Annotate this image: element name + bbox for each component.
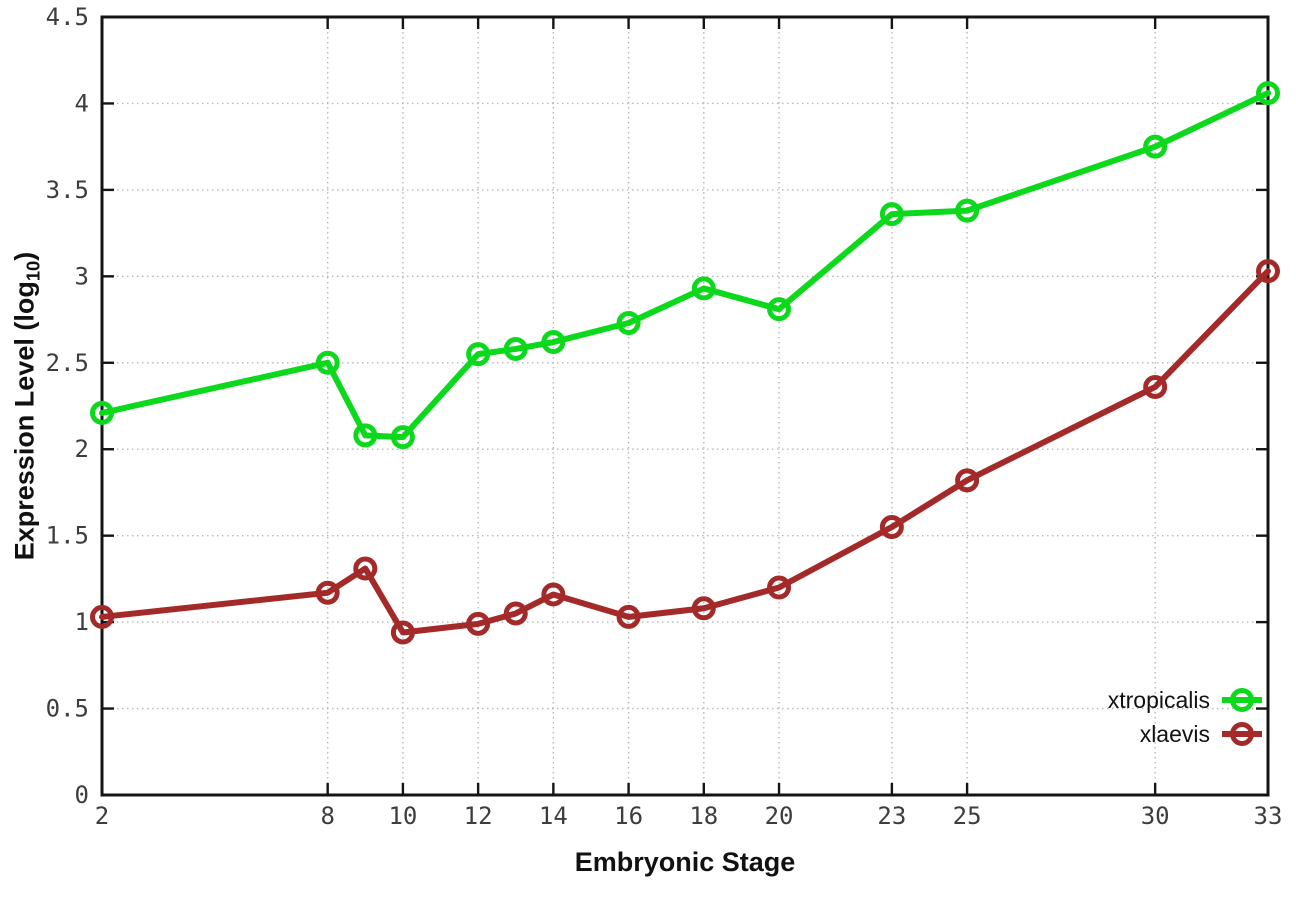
data-point-xtropicalis: [1256, 81, 1280, 106]
data-point-xtropicalis: [767, 297, 792, 322]
data-point-xtropicalis: [1143, 134, 1168, 159]
y-tick-label: 3: [75, 262, 89, 290]
x-tick-label: 16: [614, 802, 643, 830]
data-point-xlaevis: [503, 601, 528, 626]
data-point-xlaevis: [315, 580, 340, 605]
data-point-xtropicalis: [541, 330, 566, 355]
x-tick-label: 12: [464, 802, 493, 830]
y-tick-label: 4: [75, 89, 89, 117]
y-tick-label: 2.5: [46, 349, 89, 377]
plot-border: [100, 15, 1270, 797]
data-point-xlaevis: [353, 556, 378, 581]
legend-marker-xlaevis-icon: [1222, 722, 1262, 746]
x-tick-label: 10: [388, 802, 417, 830]
x-tick-label: 30: [1141, 802, 1170, 830]
y-axis-title-prefix: Expression Level (log: [9, 281, 40, 561]
y-tick-label: 1.5: [46, 522, 89, 550]
data-point-xlaevis: [541, 582, 566, 607]
legend-item-xtropicalis: xtropicalis: [1108, 684, 1264, 716]
data-point-xtropicalis: [691, 276, 716, 301]
series-line-xlaevis: [99, 268, 1271, 636]
y-tick-label: 4.5: [46, 3, 89, 31]
data-point-xtropicalis: [466, 342, 491, 367]
data-point-xlaevis: [691, 596, 716, 621]
data-point-xtropicalis: [353, 423, 378, 448]
data-point-xlaevis: [466, 611, 491, 636]
data-point-xtropicalis: [90, 400, 114, 425]
legend: xtropicalis xlaevis: [1108, 684, 1264, 750]
y-tick-label: 0.5: [46, 695, 89, 723]
data-point-xtropicalis: [315, 350, 340, 375]
y-tick-label: 2: [75, 435, 89, 463]
x-axis-title: Embryonic Stage: [574, 847, 796, 877]
y-tick-label: 1: [75, 608, 89, 636]
legend-item-xlaevis: xlaevis: [1140, 718, 1264, 750]
y-tick-label: 3.5: [46, 176, 89, 204]
y-axis-title: Expression Level (log10): [9, 252, 44, 561]
data-point-xtropicalis: [503, 336, 528, 361]
data-point-xlaevis: [767, 575, 792, 600]
data-point-xtropicalis: [616, 311, 641, 336]
data-point-xtropicalis: [955, 198, 980, 223]
data-point-xlaevis: [390, 620, 415, 645]
data-point-xlaevis: [879, 515, 904, 540]
legend-marker-xtropicalis-icon: [1222, 688, 1262, 712]
data-point-xlaevis: [90, 604, 114, 629]
data-point-xtropicalis: [879, 202, 904, 227]
x-tick-label: 25: [953, 802, 982, 830]
data-point-xlaevis: [955, 468, 980, 493]
y-axis-title-suffix: ): [9, 251, 40, 261]
legend-label-xlaevis: xlaevis: [1139, 720, 1210, 747]
data-point-xtropicalis: [390, 425, 415, 450]
x-tick-label: 18: [689, 802, 718, 830]
series-line-xtropicalis: [99, 90, 1271, 441]
y-axis-title-subscript: 10: [22, 260, 44, 282]
x-tick-label: 33: [1254, 802, 1283, 830]
y-tick-label: 0: [75, 781, 89, 809]
legend-label-xtropicalis: xtropicalis: [1107, 686, 1210, 713]
data-point-xlaevis: [616, 604, 641, 629]
x-tick-label: 14: [539, 802, 568, 830]
x-tick-label: 8: [320, 802, 334, 830]
x-tick-label: 20: [765, 802, 794, 830]
x-tick-label: 23: [877, 802, 906, 830]
data-point-xlaevis: [1256, 259, 1280, 284]
x-tick-label: 2: [95, 802, 109, 830]
data-point-xlaevis: [1143, 374, 1168, 399]
